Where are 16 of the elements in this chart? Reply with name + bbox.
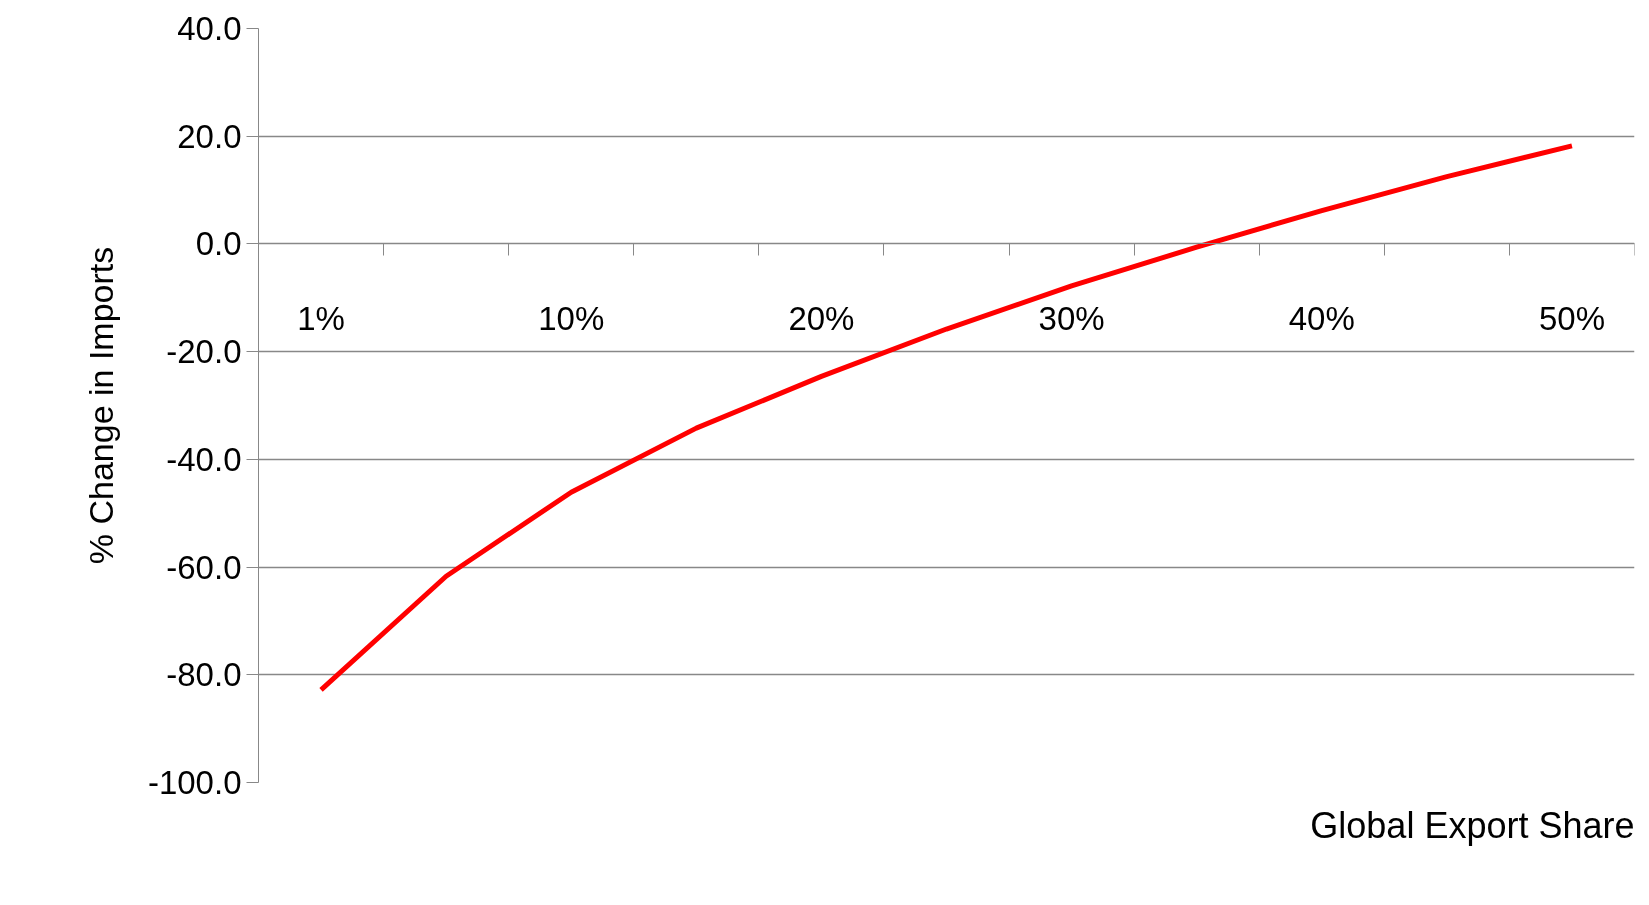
- y-tick-label: -60.0: [166, 548, 242, 586]
- y-tick-label: -40.0: [166, 440, 242, 478]
- y-tick-label: -20.0: [166, 333, 242, 371]
- x-tick-label: 20%: [788, 299, 855, 337]
- y-tick-label: 40.0: [177, 10, 242, 47]
- y-tick-label: 0.0: [195, 225, 242, 263]
- y-tick-label: 20.0: [177, 117, 242, 155]
- y-axis-title: % Change in Imports: [81, 246, 120, 565]
- x-tick-label: 1%: [297, 299, 345, 337]
- x-tick-label: 50%: [1538, 299, 1605, 337]
- x-tick-label: 30%: [1038, 299, 1105, 337]
- x-tick-label: 10%: [538, 299, 605, 337]
- x-axis-title: Global Export Share: [1310, 804, 1635, 846]
- y-tick-label: -100.0: [147, 764, 242, 801]
- x-tick-label: 40%: [1288, 299, 1355, 337]
- y-tick-label: -80.0: [166, 656, 242, 694]
